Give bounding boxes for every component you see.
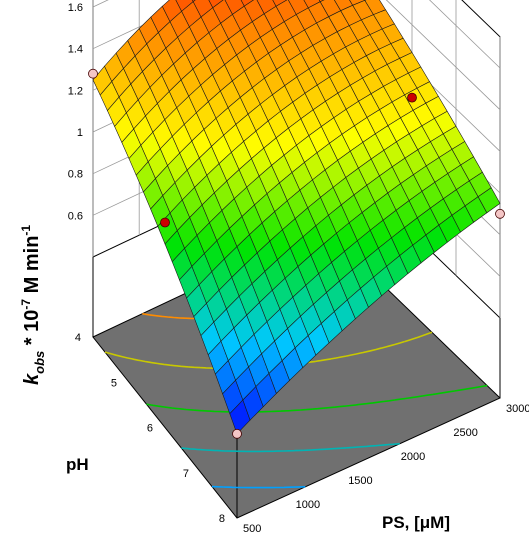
- z-title-main: k: [21, 373, 43, 385]
- z-title-sup1: -7: [19, 299, 33, 310]
- y-axis-title: pH: [66, 455, 89, 474]
- surface-cell: [240, 0, 255, 7]
- design-points: [88, 68, 505, 439]
- y-tick-label: 5: [111, 377, 117, 389]
- contour-line: [181, 442, 400, 453]
- z-title-sub: obs: [32, 351, 47, 374]
- z-tick-label: 0.6: [68, 210, 83, 222]
- y-tick-label: 4: [75, 332, 81, 344]
- z-title-rest2: M min: [21, 236, 43, 299]
- tick-labels: 0.6 0.8 1 1.2 1.4 1.6 500 1000 1500 2000 2500 3000 4…: [68, 2, 529, 535]
- x-tick-label: 500: [243, 523, 261, 535]
- x-tick-label: 3000: [506, 403, 529, 415]
- surface-cell: [208, 0, 224, 9]
- design-point: [407, 92, 417, 103]
- design-point: [495, 208, 505, 219]
- contour-line: [211, 485, 306, 489]
- z-tick-label: 1.2: [68, 85, 83, 97]
- z-tick-label: 1.6: [68, 2, 83, 14]
- surface-cell: [272, 0, 288, 7]
- design-point: [160, 217, 170, 228]
- x-tick-label: 2000: [401, 451, 425, 463]
- z-tick-label: 1: [77, 127, 83, 139]
- z-title-sup2: -1: [19, 225, 33, 236]
- z-tick-label: 1.4: [68, 44, 83, 56]
- z-axis-title: kobs * 10-7 M min-1: [19, 225, 47, 385]
- design-point: [88, 68, 98, 79]
- z-title-rest: * 10: [21, 310, 43, 351]
- z-tick-label: 0.8: [68, 169, 83, 181]
- y-tick-label: 8: [219, 513, 225, 525]
- surface-cell: [477, 187, 501, 214]
- design-point: [232, 428, 242, 439]
- x-tick-label: 1000: [296, 499, 320, 511]
- y-tick-label: 6: [147, 423, 153, 435]
- response-surface: [92, 0, 501, 435]
- x-tick-label: 2500: [453, 427, 477, 439]
- y-tick-label: 7: [183, 468, 189, 480]
- z-gridline: [92, 0, 501, 69]
- x-tick-label: 1500: [348, 475, 372, 487]
- x-axis-title: PS, [μM]: [382, 513, 450, 532]
